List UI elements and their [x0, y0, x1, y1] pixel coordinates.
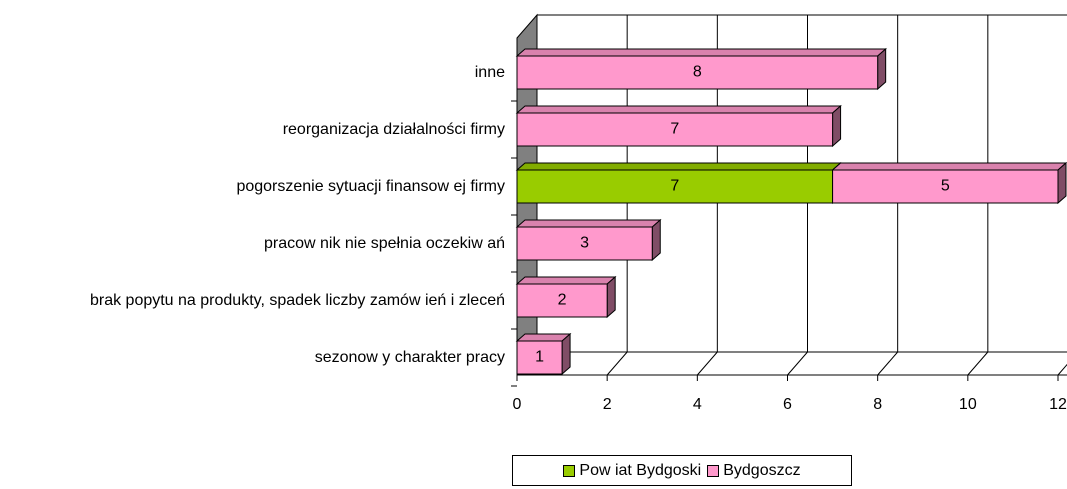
- legend-item: Bydgoszcz: [707, 461, 801, 480]
- data-label: 3: [580, 235, 589, 252]
- legend-label: Pow iat Bydgoski: [579, 461, 702, 479]
- category-text: sezonow y charakter pracy: [314, 348, 505, 366]
- bar: [516, 112, 834, 147]
- data-label: 7: [670, 121, 679, 138]
- category-label: reorganizacja działalności firmy: [0, 118, 505, 142]
- category-text: inne: [474, 63, 505, 81]
- bar-side: [606, 275, 616, 319]
- x-tick-label: 6: [783, 396, 792, 413]
- category-text: reorganizacja działalności firmy: [282, 120, 505, 138]
- bar: [516, 283, 608, 318]
- bar-top: [515, 105, 842, 114]
- category-label: pogorszenie sytuacji finansow ej firmy: [0, 175, 505, 199]
- x-tick-label: 12: [1049, 396, 1067, 413]
- data-label: 7: [670, 178, 679, 195]
- bar-side: [561, 332, 571, 376]
- category-label: pracow nik nie spełnia oczekiw ań: [0, 232, 505, 256]
- x-tick-label: 10: [959, 396, 977, 413]
- bar-top: [515, 219, 662, 228]
- bar: [832, 169, 1059, 204]
- bar: [516, 55, 879, 90]
- x-tick-label: 8: [873, 396, 882, 413]
- bar-side: [1057, 161, 1067, 205]
- bar: [516, 340, 563, 375]
- bar-top: [515, 48, 887, 57]
- x-tick-label: 0: [513, 396, 522, 413]
- data-label: 1: [535, 349, 544, 366]
- legend-swatch: [707, 464, 720, 477]
- bar-top: [515, 162, 842, 171]
- grid-line: [606, 351, 628, 376]
- grid-line: [967, 351, 989, 376]
- bar: [516, 226, 653, 261]
- bar-side: [832, 104, 842, 148]
- legend-swatch: [563, 464, 576, 477]
- grid-line: [1057, 363, 1067, 376]
- grid-line: [787, 351, 808, 376]
- bar-top: [515, 276, 617, 285]
- bar-top: [515, 333, 572, 342]
- bar-side: [651, 218, 661, 262]
- category-text: brak popytu na produkty, spadek liczby z…: [89, 291, 505, 309]
- data-label: 8: [693, 64, 702, 81]
- legend: Pow iat Bydgoski Bydgoszcz: [512, 455, 852, 486]
- x-tick-label: 4: [693, 396, 702, 413]
- grid-line: [877, 351, 899, 376]
- bar: [516, 169, 834, 204]
- grid-line: [696, 351, 718, 376]
- legend-item: Pow iat Bydgoski: [563, 462, 701, 480]
- data-label: 5: [941, 178, 950, 195]
- data-label: 2: [558, 292, 567, 309]
- category-label: inne: [0, 61, 505, 85]
- legend-label: Bydgoszcz: [723, 461, 801, 479]
- category-label: sezonow y charakter pracy: [0, 346, 505, 370]
- x-tick-label: 2: [603, 396, 612, 413]
- bar-side: [877, 47, 887, 91]
- bar-top: [831, 162, 1067, 171]
- category-label: brak popytu na produkty, spadek liczby z…: [0, 289, 505, 313]
- category-text: pogorszenie sytuacji finansow ej firmy: [236, 177, 505, 195]
- category-text: pracow nik nie spełnia oczekiw ań: [263, 234, 505, 252]
